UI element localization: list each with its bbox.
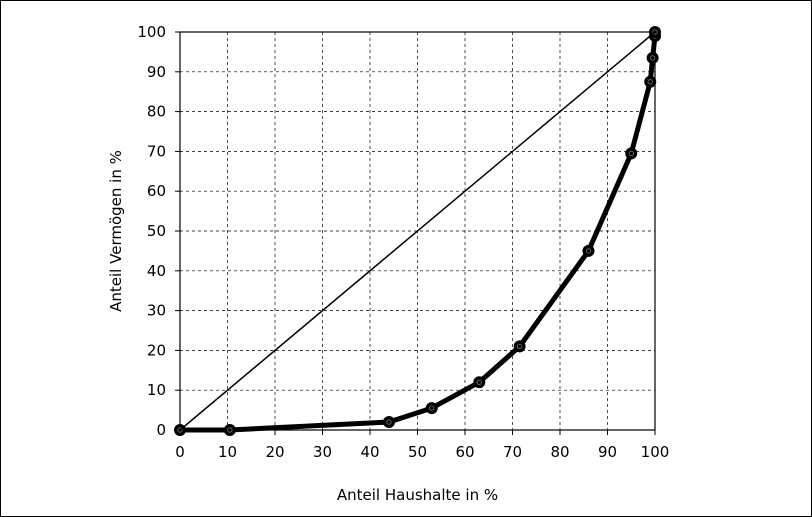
x-tick-label: 40 [360,443,379,461]
y-tick-label: 70 [147,142,166,160]
x-tick-label: 50 [408,443,427,461]
y-tick-label: 50 [147,222,166,240]
y-tick-label: 100 [137,23,166,41]
grid-lines [180,32,655,430]
data-point-marker [425,402,438,415]
data-point-marker [513,340,526,353]
data-point-marker-inner [476,379,482,385]
x-tick-label: 60 [455,443,474,461]
data-point-marker [383,416,395,429]
data-point-marker-inner [650,55,656,61]
data-point-marker-inner [227,427,233,433]
y-tick-label: 40 [147,262,166,280]
data-point-marker-inner [429,405,435,411]
data-point-marker-inner [517,343,523,350]
data-point-marker-inner [177,427,183,433]
x-tick-label: 10 [218,443,237,461]
x-tick-label: 30 [313,443,332,461]
data-point-marker [646,51,659,64]
x-tick-label: 80 [550,443,569,461]
data-point-marker [473,376,486,389]
data-point-marker [223,424,236,436]
y-tick-label: 60 [147,182,166,200]
equality-line [179,31,656,431]
data-point-marker [644,75,657,88]
y-tick-label: 20 [147,341,166,359]
data-point-marker-inner [386,419,392,425]
y-tick-label: 30 [147,302,166,320]
x-tick-label: 70 [503,443,522,461]
data-point-marker-inner [585,248,592,254]
y-tick-label: 80 [147,103,166,121]
y-axis-title: Anteil Vermögen in % [107,150,125,312]
data-point-marker-inner [652,29,658,35]
data-point-marker-inner [628,150,634,156]
x-tick-label: 90 [598,443,617,461]
y-tick-label: 10 [147,381,166,399]
x-tick-label: 0 [175,443,185,461]
x-tick-label: 100 [641,443,670,461]
y-tick-label: 0 [156,421,166,439]
data-point-marker-inner [647,79,653,85]
y-tick-label: 90 [147,63,166,81]
data-point-marker [582,244,595,257]
series-layer [174,26,661,436]
x-tick-label: 20 [265,443,284,461]
x-axis-title: Anteil Haushalte in % [337,486,498,504]
axis-ticks: 0 10 20 30 40 50 60 70 80 90 100 0 10 20 30 40 50 60 70 80 9… [137,23,669,461]
data-point-marker [625,147,638,160]
